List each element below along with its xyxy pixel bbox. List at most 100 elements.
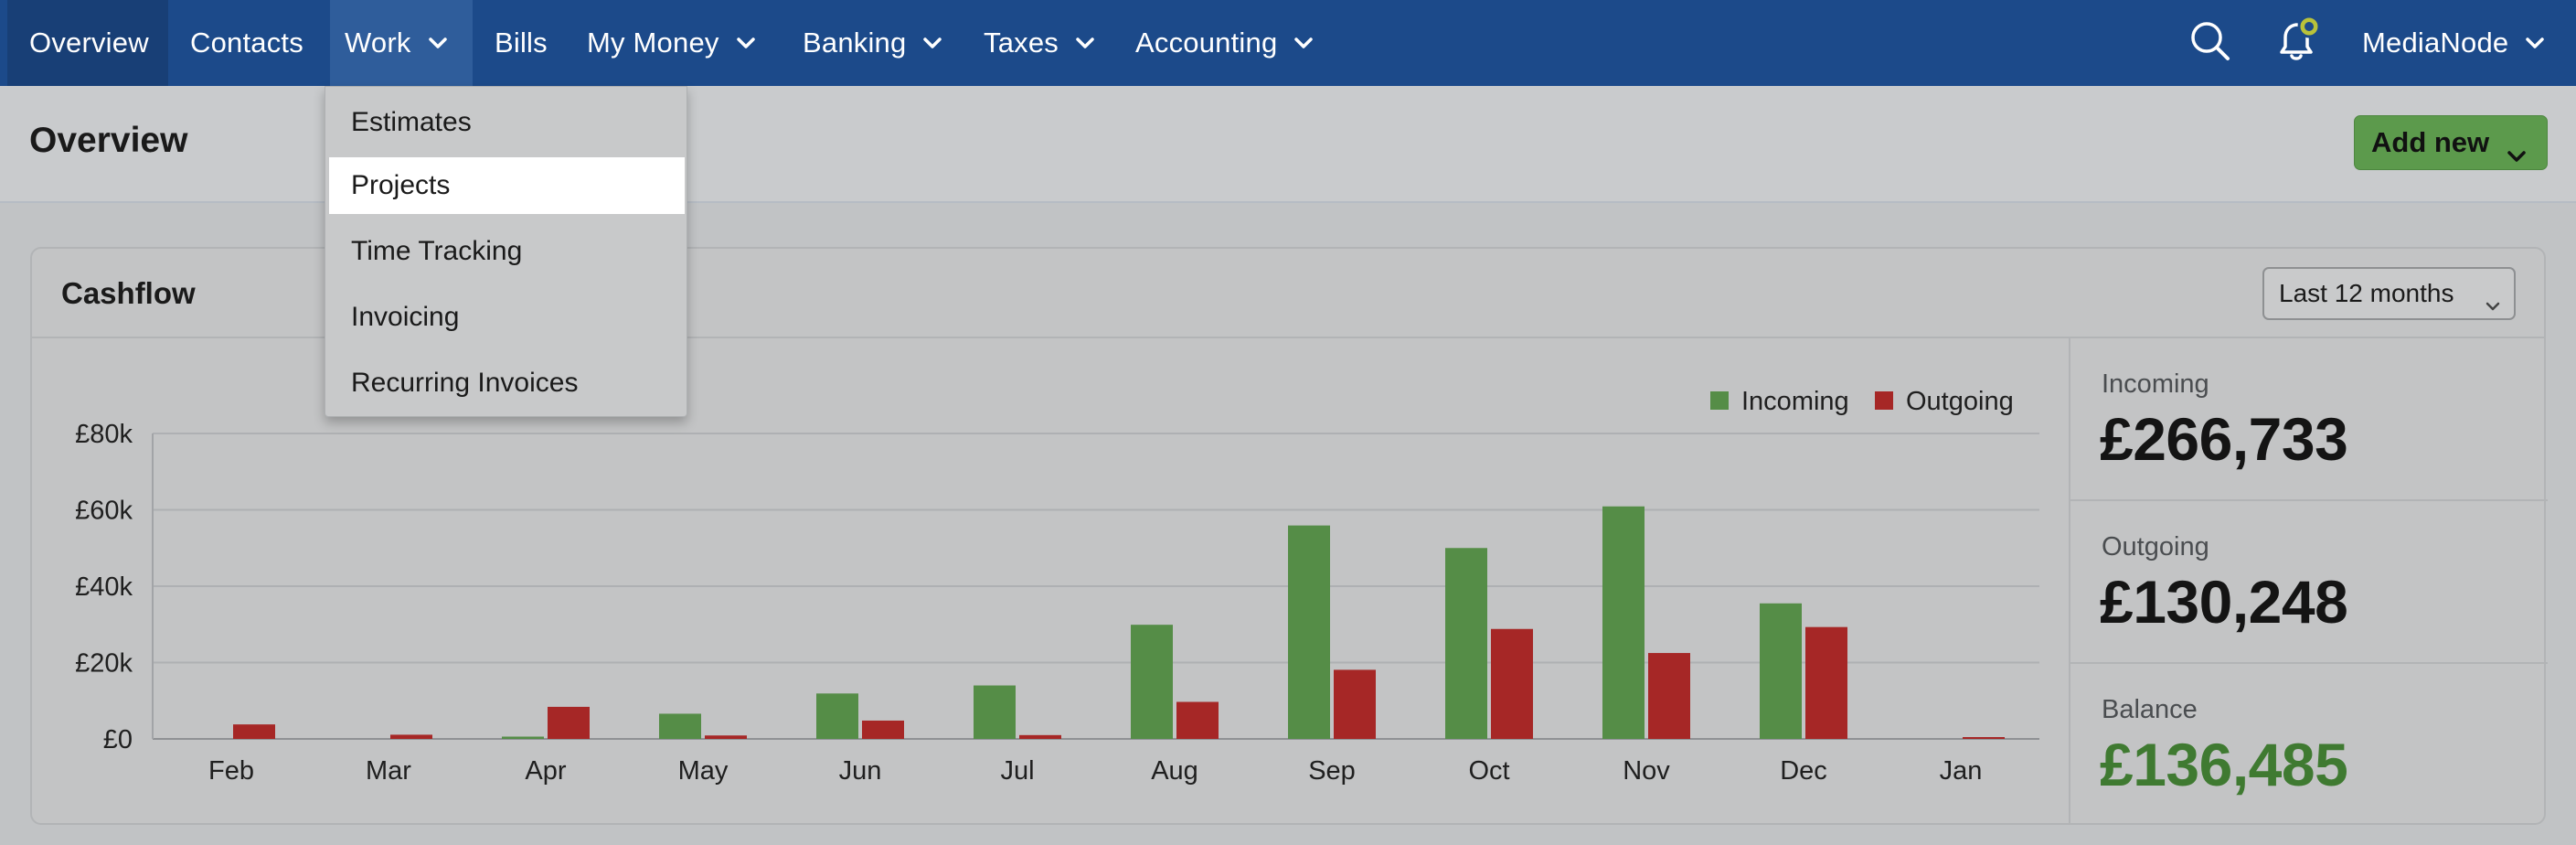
- chevron-down-icon: [1293, 37, 1314, 49]
- cashflow-header: Cashflow Last 12 months: [32, 249, 2544, 338]
- stat-outgoing: Outgoing £130,248: [2070, 501, 2548, 664]
- bar-outgoing: [548, 706, 590, 739]
- x-tick-label: Aug: [1151, 756, 1198, 786]
- bar-outgoing: [1963, 737, 2005, 739]
- y-tick-label: £80k: [75, 420, 133, 449]
- stat-balance-value: £136,485: [2100, 731, 2348, 798]
- menu-item-label: Recurring Invoices: [351, 368, 579, 398]
- nav-bills-label: Bills: [495, 27, 548, 59]
- stat-balance: Balance £136,485: [2070, 664, 2548, 827]
- bar-incoming: [1602, 506, 1645, 739]
- bar-outgoing: [233, 724, 275, 739]
- nav-banking-label: Banking: [803, 27, 907, 59]
- work-dropdown-menu: Estimates Projects Time Tracking Invoici…: [325, 86, 687, 417]
- stat-incoming-value: £266,733: [2100, 405, 2348, 473]
- x-tick-label: Dec: [1780, 756, 1827, 786]
- nav-overview-label: Overview: [29, 27, 149, 59]
- bar-incoming: [1760, 603, 1802, 739]
- x-tick-label: Apr: [525, 756, 566, 786]
- stat-balance-label: Balance: [2102, 695, 2198, 724]
- bar-incoming: [1288, 525, 1330, 739]
- chevron-down-icon: [428, 37, 448, 49]
- period-select[interactable]: Last 12 months: [2262, 267, 2516, 320]
- menu-item-label: Projects: [351, 170, 451, 200]
- stat-incoming-label: Incoming: [2102, 369, 2209, 399]
- cashflow-bar-chart: £0 £20k £40k £60k £80k Feb Mar Apr May Jun Jul Aug S…: [75, 387, 2039, 786]
- x-tick-label: Jan: [1940, 756, 1983, 786]
- menu-item-invoicing[interactable]: Invoicing: [329, 289, 685, 346]
- bar-incoming: [816, 693, 858, 739]
- menu-item-label: Time Tracking: [351, 236, 523, 266]
- legend-swatch-incoming: [1710, 391, 1729, 410]
- chevron-down-icon: [922, 37, 942, 49]
- y-tick-label: £60k: [75, 497, 133, 526]
- menu-item-label: Estimates: [351, 107, 472, 137]
- x-tick-label: Jul: [1000, 756, 1034, 786]
- nav-work-label: Work: [345, 27, 411, 59]
- legend-swatch-outgoing: [1875, 391, 1893, 410]
- nav-contacts-label: Contacts: [190, 27, 303, 59]
- x-tick-label: Nov: [1623, 756, 1670, 786]
- chevron-down-icon: [736, 37, 756, 49]
- menu-item-recurring-invoices[interactable]: Recurring Invoices: [329, 355, 685, 412]
- chevron-down-icon: [2507, 137, 2527, 170]
- search-button[interactable]: [2188, 0, 2232, 86]
- menu-item-estimates[interactable]: Estimates: [329, 94, 685, 151]
- nav-taxes-label: Taxes: [984, 27, 1059, 59]
- nav-work[interactable]: Work: [330, 0, 473, 86]
- bar-incoming: [1131, 625, 1173, 739]
- cashflow-chart: £0 £20k £40k £60k £80k Feb Mar Apr May Jun Jul Aug S…: [32, 338, 2067, 825]
- nav-my-money[interactable]: My Money: [587, 0, 756, 86]
- chevron-down-icon: [2485, 289, 2501, 318]
- nav-banking[interactable]: Banking: [803, 0, 942, 86]
- notifications-button[interactable]: [2273, 0, 2324, 86]
- bar-outgoing: [1648, 653, 1690, 739]
- menu-item-projects[interactable]: Projects: [329, 157, 685, 214]
- x-tick-label: Oct: [1468, 756, 1509, 786]
- bar-outgoing: [862, 720, 904, 739]
- bell-icon: [2273, 15, 2324, 71]
- cashflow-stats: Incoming £266,733 Outgoing £130,248 Bala…: [2069, 338, 2548, 827]
- stat-incoming: Incoming £266,733: [2070, 338, 2548, 501]
- period-value: Last 12 months: [2279, 279, 2454, 307]
- nav-bills[interactable]: Bills: [495, 0, 548, 86]
- bar-incoming: [1445, 548, 1487, 739]
- bar-outgoing: [1491, 628, 1533, 739]
- x-tick-label: Mar: [366, 756, 411, 786]
- chevron-down-icon: [2525, 37, 2545, 49]
- x-tick-label: May: [678, 756, 729, 786]
- nav-contacts[interactable]: Contacts: [190, 0, 303, 86]
- top-navigation: Overview Contacts Work Bills My Money Ba…: [0, 0, 2576, 86]
- nav-my-money-label: My Money: [587, 27, 719, 59]
- x-tick-label: Jun: [839, 756, 882, 786]
- nav-accounting-label: Accounting: [1135, 27, 1278, 59]
- y-tick-label: £0: [103, 725, 133, 754]
- bar-incoming: [502, 736, 544, 739]
- bar-outgoing: [1805, 626, 1847, 739]
- y-tick-label: £40k: [75, 572, 133, 602]
- bar-outgoing: [1019, 734, 1061, 739]
- stat-outgoing-label: Outgoing: [2102, 532, 2209, 562]
- cashflow-title: Cashflow: [61, 276, 196, 310]
- account-label: MediaNode: [2362, 27, 2509, 59]
- legend-label-incoming: Incoming: [1741, 387, 1849, 416]
- nav-taxes[interactable]: Taxes: [984, 0, 1095, 86]
- add-new-label: Add new: [2371, 126, 2490, 158]
- y-tick-label: £20k: [75, 649, 133, 679]
- search-icon: [2188, 19, 2232, 68]
- cashflow-card: Cashflow Last 12 months £0 £20k £40k £60k £8…: [30, 247, 2548, 827]
- nav-overview[interactable]: Overview: [7, 0, 168, 86]
- legend-label-outgoing: Outgoing: [1906, 387, 2014, 416]
- stat-outgoing-value: £130,248: [2100, 568, 2348, 636]
- bar-outgoing: [1334, 669, 1376, 739]
- nav-accounting[interactable]: Accounting: [1135, 0, 1314, 86]
- x-tick-label: Feb: [208, 756, 254, 786]
- account-menu[interactable]: MediaNode: [2362, 0, 2545, 86]
- chevron-down-icon: [1075, 37, 1095, 49]
- bar-outgoing: [1176, 701, 1219, 739]
- add-new-button[interactable]: Add new: [2354, 115, 2548, 170]
- menu-item-time-tracking[interactable]: Time Tracking: [329, 223, 685, 280]
- menu-item-label: Invoicing: [351, 302, 460, 332]
- bar-incoming: [974, 685, 1016, 739]
- bar-outgoing: [390, 734, 432, 739]
